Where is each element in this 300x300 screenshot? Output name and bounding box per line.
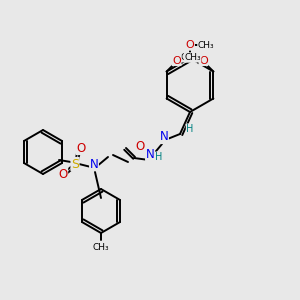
Text: CH₃: CH₃: [180, 53, 197, 62]
Text: O: O: [76, 142, 85, 154]
Text: CH₃: CH₃: [184, 53, 201, 62]
Text: H: H: [186, 124, 194, 134]
Text: N: N: [90, 158, 98, 170]
Text: O: O: [172, 56, 181, 65]
Text: O: O: [135, 140, 145, 154]
Text: H: H: [155, 152, 163, 162]
Text: CH₃: CH₃: [93, 242, 109, 251]
Text: N: N: [146, 148, 154, 160]
Text: CH₃: CH₃: [198, 40, 214, 50]
Text: O: O: [186, 40, 194, 50]
Text: O: O: [58, 167, 68, 181]
Text: N: N: [160, 130, 168, 143]
Text: O: O: [199, 56, 208, 65]
Text: S: S: [71, 158, 79, 170]
